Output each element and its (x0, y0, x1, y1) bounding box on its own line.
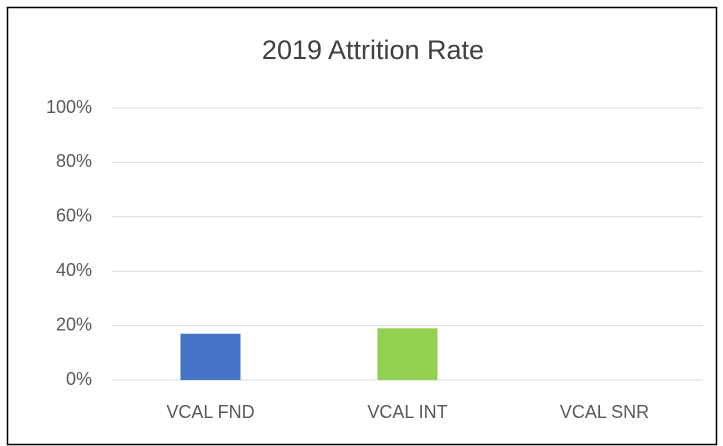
x-tick-label: VCAL FND (166, 402, 254, 422)
bar (180, 333, 241, 380)
y-tick-label: 60% (56, 206, 92, 226)
y-tick-label: 40% (56, 260, 92, 280)
y-tick-label: 100% (46, 97, 92, 117)
y-tick-label: 20% (56, 314, 92, 334)
chart-frame (6, 6, 718, 446)
x-tick-label: VCAL SNR (560, 402, 649, 422)
y-tick-label: 80% (56, 151, 92, 171)
chart-title: 2019 Attrition Rate (262, 35, 484, 65)
x-tick-label: VCAL INT (367, 402, 447, 422)
bar (377, 328, 438, 380)
y-tick-label: 0% (66, 369, 92, 389)
